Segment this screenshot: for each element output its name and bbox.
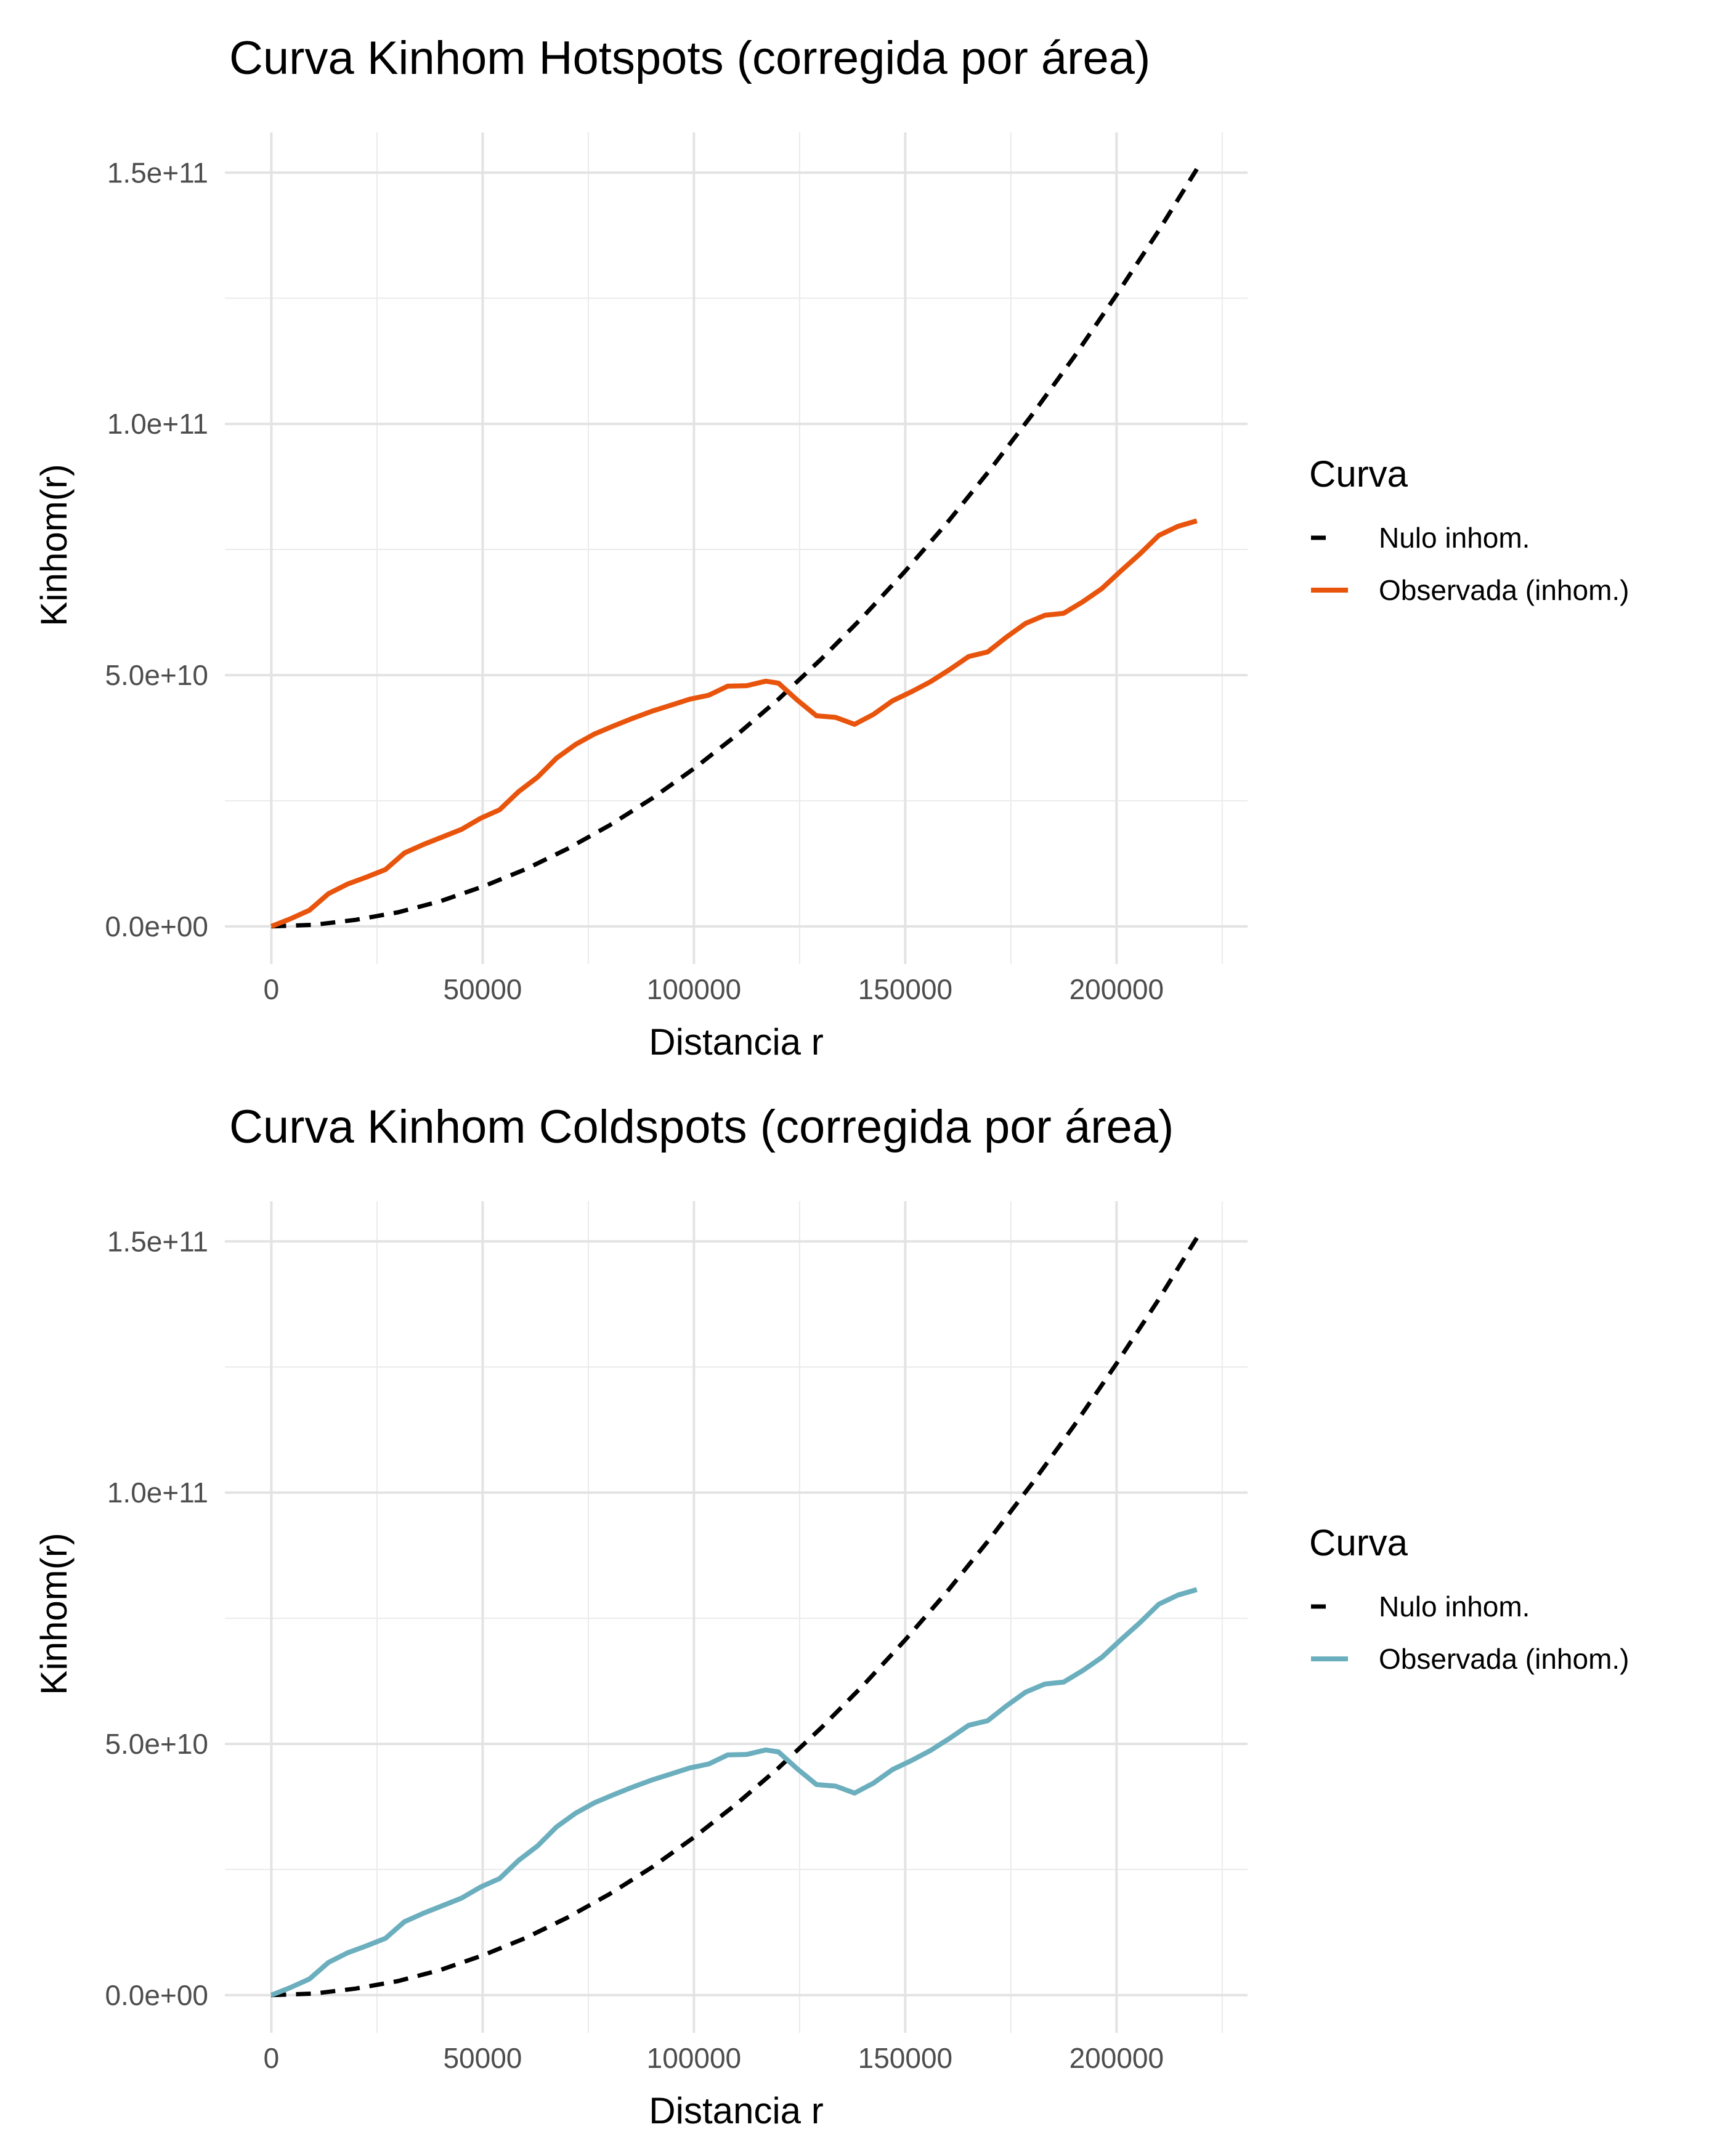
legend-label-nulo: Nulo inhom. — [1379, 1591, 1530, 1623]
x-axis-ticks: 0 50000 100000 150000 200000 — [264, 2042, 1164, 2074]
x-tick-label: 50000 — [443, 973, 522, 1005]
legend-title: Curva — [1309, 453, 1408, 495]
series-line-nulo — [271, 168, 1199, 929]
x-tick-label: 0 — [264, 2042, 280, 2074]
legend-title: Curva — [1309, 1522, 1408, 1563]
chart-title: Curva Kinhom Hotspots (corregida por áre… — [229, 32, 1150, 84]
x-tick-label: 100000 — [647, 2042, 742, 2074]
x-tick-label: 200000 — [1070, 973, 1164, 1005]
series-line-nulo — [271, 1236, 1199, 1998]
chart-title: Curva Kinhom Coldspots (corregida por ár… — [229, 1101, 1174, 1153]
y-tick-label: 1.0e+11 — [107, 1477, 208, 1509]
legend: Curva Nulo inhom. Observada (inhom.) — [1309, 453, 1630, 606]
y-tick-label: 0.0e+00 — [105, 910, 208, 942]
y-tick-label: 5.0e+10 — [105, 1728, 208, 1760]
legend-label-observada: Observada (inhom.) — [1379, 1643, 1630, 1675]
x-axis-ticks: 0 50000 100000 150000 200000 — [264, 973, 1164, 1005]
y-tick-label: 1.0e+11 — [107, 408, 208, 440]
chart-coldspots: Curva Kinhom Coldspots (corregida por ár… — [33, 1101, 1630, 2131]
plot-series — [270, 168, 1199, 929]
x-tick-label: 150000 — [858, 2042, 953, 2074]
y-tick-label: 1.5e+11 — [107, 1225, 208, 1257]
grid — [225, 132, 1248, 964]
y-tick-label: 0.0e+00 — [105, 1979, 208, 2011]
x-tick-label: 0 — [264, 973, 280, 1005]
y-axis-ticks: 0.0e+00 5.0e+10 1.0e+11 1.5e+11 — [105, 156, 208, 942]
grid — [225, 1201, 1248, 2033]
y-tick-label: 5.0e+10 — [105, 659, 208, 691]
y-axis-title: Kinhom(r) — [33, 1533, 75, 1695]
legend-label-observada: Observada (inhom.) — [1379, 574, 1630, 606]
x-tick-label: 100000 — [647, 973, 742, 1005]
legend-label-nulo: Nulo inhom. — [1379, 522, 1530, 554]
y-axis-ticks: 0.0e+00 5.0e+10 1.0e+11 1.5e+11 — [105, 1225, 208, 2011]
series-line-observada — [270, 1587, 1198, 1998]
y-tick-label: 1.5e+11 — [107, 156, 208, 188]
series-line-observada — [270, 518, 1198, 929]
x-tick-label: 200000 — [1070, 2042, 1164, 2074]
x-tick-label: 150000 — [858, 973, 953, 1005]
plot-series — [270, 1236, 1199, 1998]
x-axis-title: Distancia r — [649, 2090, 823, 2131]
y-axis-title: Kinhom(r) — [33, 464, 75, 626]
legend: Curva Nulo inhom. Observada (inhom.) — [1309, 1522, 1630, 1675]
x-axis-title: Distancia r — [649, 1021, 823, 1063]
x-tick-label: 50000 — [443, 2042, 522, 2074]
chart-hotspots: Curva Kinhom Hotspots (corregida por áre… — [33, 32, 1630, 1063]
